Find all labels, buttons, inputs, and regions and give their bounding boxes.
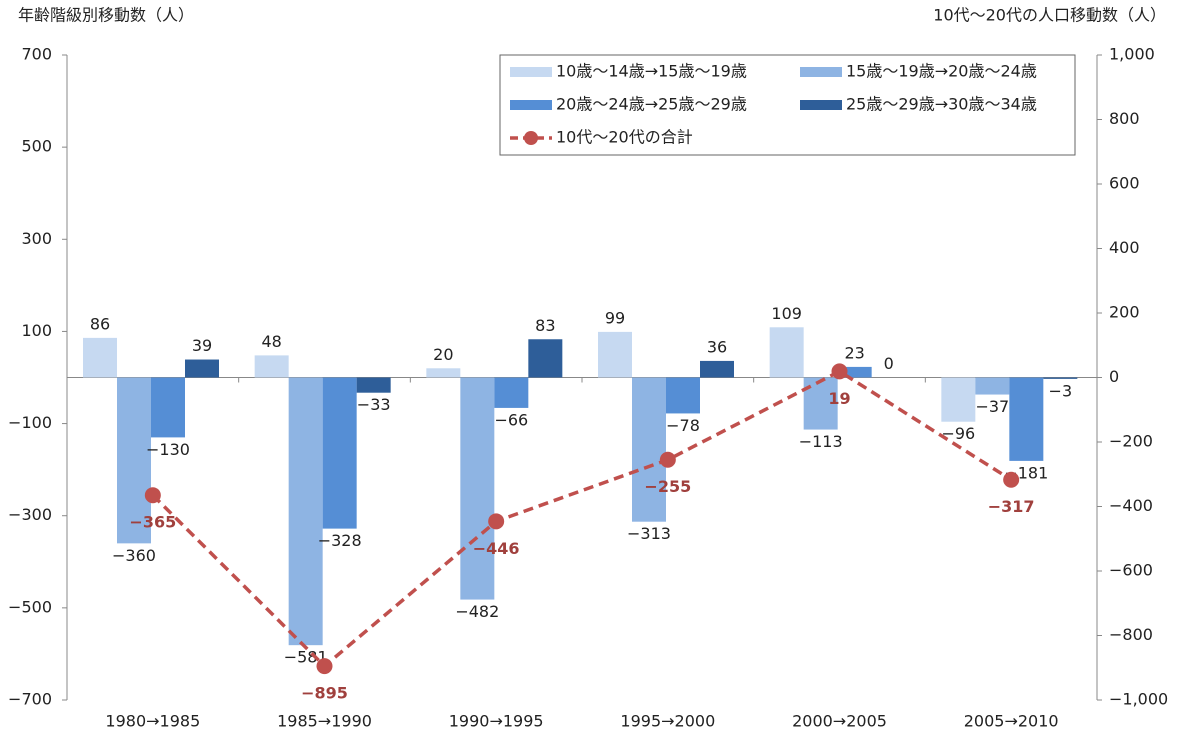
data-label: −130 — [146, 440, 190, 459]
data-label: 20 — [433, 345, 453, 364]
bar — [356, 377, 391, 393]
legend-label: 25歳～29歳→30歳～34歳 — [846, 95, 1037, 114]
bar — [598, 331, 632, 378]
data-label: 19 — [828, 389, 850, 408]
x-tick-label: 2000→2005 — [792, 712, 887, 731]
data-label: −255 — [644, 477, 691, 496]
bar — [151, 377, 185, 438]
legend-label: 15歳～19歳→20歳～24歳 — [846, 62, 1037, 81]
bar — [975, 377, 1010, 395]
bar — [322, 377, 357, 529]
y2-tick-label: −800 — [1109, 625, 1153, 644]
line-point — [659, 451, 676, 468]
y2-tick-label: 600 — [1109, 174, 1140, 193]
data-label: −78 — [666, 416, 700, 435]
bar — [1043, 377, 1078, 379]
y2-tick-label: −600 — [1109, 561, 1153, 580]
legend-label: 10歳～14歳→15歳～19歳 — [556, 62, 747, 81]
y-tick-label: 100 — [21, 321, 52, 340]
data-label: −313 — [627, 524, 671, 543]
y2-tick-label: −200 — [1109, 432, 1153, 451]
data-label: 109 — [771, 304, 802, 323]
data-label: −360 — [112, 546, 156, 565]
y2-tick-label: 400 — [1109, 238, 1140, 257]
y2-tick-label: −1,000 — [1109, 690, 1168, 709]
y-tick-label: 700 — [21, 45, 52, 64]
y2-tick-label: 1,000 — [1109, 45, 1155, 64]
data-label: 99 — [605, 308, 625, 327]
y2-tick-label: 800 — [1109, 109, 1140, 128]
data-label: 39 — [192, 336, 212, 355]
line-point — [831, 363, 848, 380]
data-label: 48 — [261, 332, 281, 351]
y2-tick-label: 0 — [1109, 367, 1119, 386]
data-label: −37 — [975, 397, 1009, 416]
x-tick-label: 1985→1990 — [277, 712, 372, 731]
data-label: −317 — [988, 497, 1035, 516]
line-point — [316, 658, 333, 675]
y-tick-label: −300 — [8, 505, 52, 524]
legend-swatch — [510, 67, 552, 77]
y-tick-label: −500 — [8, 597, 52, 616]
bar — [254, 355, 289, 378]
bar — [941, 377, 976, 422]
x-tick-label: 1990→1995 — [449, 712, 544, 731]
data-label: 86 — [90, 314, 110, 333]
y-tick-label: −700 — [8, 690, 52, 709]
bar — [117, 377, 151, 544]
bar — [83, 337, 117, 378]
y2-tick-label: −400 — [1109, 496, 1153, 515]
x-tick-label: 1995→2000 — [620, 712, 715, 731]
y-tick-label: −100 — [8, 413, 52, 432]
legend-label: 10代～20代の合計 — [556, 128, 693, 147]
data-label: −581 — [284, 648, 328, 667]
data-label: −96 — [941, 424, 975, 443]
data-label: −482 — [455, 602, 499, 621]
data-label: −33 — [357, 395, 391, 414]
data-label: 83 — [535, 316, 555, 335]
bar — [426, 368, 461, 378]
legend-swatch — [800, 67, 842, 77]
bar — [1009, 377, 1044, 461]
bar — [837, 366, 872, 378]
data-label: −895 — [301, 684, 348, 703]
bar — [494, 377, 529, 408]
bar — [769, 327, 804, 378]
legend-swatch — [800, 100, 842, 110]
y-tick-label: 500 — [21, 137, 52, 156]
data-label: −446 — [473, 539, 520, 558]
bar — [288, 377, 323, 646]
line-point — [488, 513, 505, 530]
data-label: −328 — [318, 531, 362, 550]
legend-label: 20歳～24歳→25歳～29歳 — [556, 95, 747, 114]
bar — [700, 360, 734, 378]
data-label: −365 — [129, 513, 176, 532]
legend-swatch — [524, 131, 538, 145]
bar — [460, 377, 495, 600]
data-label: −66 — [494, 410, 528, 429]
line — [151, 369, 1013, 669]
data-label: 23 — [844, 343, 864, 362]
x-tick-label: 1980→1985 — [105, 712, 200, 731]
y-axis-title: 年齢階級別移動数（人） — [18, 6, 194, 25]
line-point — [1003, 471, 1020, 488]
data-label: 36 — [707, 337, 727, 356]
data-label: 0 — [884, 354, 894, 373]
data-label: −113 — [799, 432, 843, 451]
bar — [185, 359, 219, 378]
legend-box — [499, 54, 1076, 156]
legend-swatch — [510, 100, 552, 110]
x-tick-label: 2005→2010 — [964, 712, 1059, 731]
bar — [632, 377, 666, 522]
y2-tick-label: 200 — [1109, 303, 1140, 322]
y-tick-label: 300 — [21, 229, 52, 248]
data-label: −3 — [1049, 381, 1073, 400]
bar — [528, 339, 563, 378]
bar — [666, 377, 700, 414]
y2-axis-title: 10代～20代の人口移動数（人） — [933, 6, 1166, 25]
line-point — [144, 487, 161, 504]
